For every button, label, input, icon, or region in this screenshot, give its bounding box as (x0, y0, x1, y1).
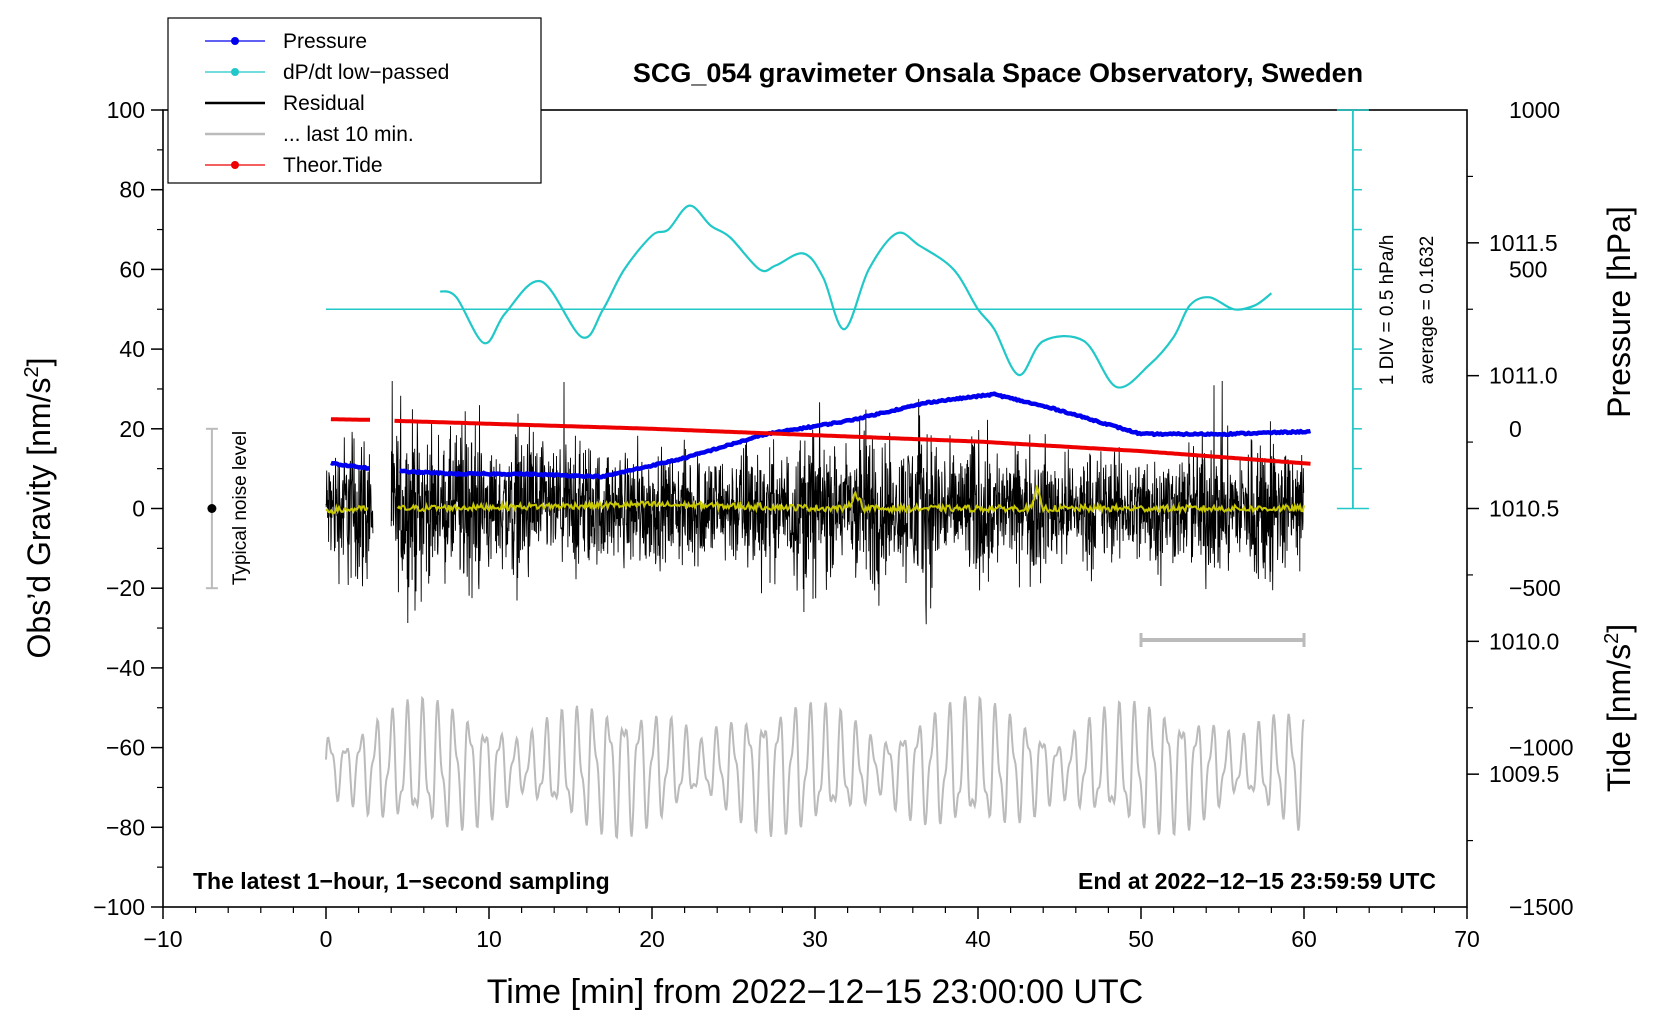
y-axis-label-tide: Tide [nm/s2] (1601, 624, 1637, 792)
residual-smoothed-series (325, 485, 1305, 516)
series-layer (325, 204, 1362, 840)
x-tick-label: 50 (1128, 926, 1154, 952)
x-tick-label: 40 (965, 926, 991, 952)
gravity-tick-label: 60 (119, 256, 145, 282)
x-tick-label: 0 (320, 926, 333, 952)
tide-tick-label: −1000 (1509, 735, 1574, 761)
gravity-tick-label: −80 (106, 814, 145, 840)
gravity-tick-label: 40 (119, 336, 145, 362)
scale-bar-label-average: average = 0.1632 (1417, 236, 1438, 384)
x-tick-label: 10 (476, 926, 502, 952)
legend-label: Residual (283, 92, 365, 115)
pressure-tick-label: 1009.5 (1489, 761, 1559, 787)
legend-box (167, 17, 542, 184)
x-tick-label: 20 (639, 926, 665, 952)
bottom-right-note: End at 2022−12−15 23:59:59 UTC (1078, 868, 1436, 894)
gravity-tick-label: −100 (93, 894, 145, 920)
pressure-tick-label: 1010.5 (1489, 496, 1559, 522)
chart-title: SCG_054 gravimeter Onsala Space Observat… (633, 58, 1363, 88)
tide-tick-label: −500 (1509, 575, 1561, 601)
y-axis-label-gravity-main: Obs’d Gravity [nm/s (21, 378, 57, 659)
axis-layer: −10 0 10 20 30 40 50 60 70−100−80−60−40−20020406… (93, 97, 1573, 952)
tide-tick-label: −1500 (1509, 894, 1574, 920)
y-axis-label-tide-end: ] (1601, 624, 1637, 633)
legend-label: ... last 10 min. (283, 123, 414, 146)
gravity-tick-label: −40 (106, 655, 145, 681)
legend-marker (231, 161, 239, 169)
legend-label: Theor.Tide (283, 154, 383, 177)
scale-bar-label-div: 1 DIV = 0.5 hPa/h (1377, 235, 1398, 386)
noise-level-label: Typical noise level (230, 431, 251, 585)
x-axis-label: Time [min] from 2022−12−15 23:00:00 UTC (487, 973, 1143, 1011)
x-tick-label: 70 (1454, 926, 1480, 952)
pressure-tick-label: 1011.0 (1489, 363, 1558, 389)
pressure-tick-label: 1010.0 (1489, 628, 1559, 654)
gravity-tick-label: 80 (119, 177, 145, 203)
legend-marker (231, 37, 239, 45)
gravity-tick-label: −60 (106, 735, 145, 761)
gravity-tick-label: 100 (107, 97, 145, 123)
dpdt-series (439, 204, 1273, 389)
y-axis-label-pressure: Pressure [hPa] (1601, 206, 1637, 418)
legend: Pressure dP/dt low−passed Residual ... last… (167, 17, 542, 184)
y-axis-label-gravity-sup: 2 (21, 366, 43, 377)
pressure-tick-label: 1011.5 (1489, 230, 1558, 256)
last-10-min-series (325, 695, 1305, 840)
x-tick-label: −10 (143, 926, 182, 952)
gravity-tick-label: 20 (119, 416, 145, 442)
gravity-tick-label: 0 (132, 496, 145, 522)
y-axis-label-tide-sup: 2 (1601, 633, 1623, 644)
tide-tick-label: 1000 (1509, 97, 1560, 123)
pressure-series (330, 391, 1312, 480)
gravity-tick-label: −20 (106, 575, 145, 601)
bottom-left-note: The latest 1−hour, 1−second sampling (193, 868, 610, 894)
tide-series (330, 417, 1311, 466)
x-tick-label: 30 (802, 926, 828, 952)
legend-label: Pressure (283, 30, 367, 53)
y-axis-label-gravity-end: ] (21, 358, 57, 367)
noise-bar-dot (207, 504, 217, 513)
annotation-layer (205, 109, 1369, 648)
y-axis-label-gravity: Obs’d Gravity [nm/s2] (21, 358, 57, 659)
y-axis-label-tide-main: Tide [nm/s (1601, 644, 1637, 792)
x-tick-label: 60 (1291, 926, 1317, 952)
tide-tick-label: 0 (1509, 416, 1522, 442)
tide-tick-label: 500 (1509, 256, 1547, 282)
legend-label: dP/dt low−passed (283, 61, 449, 84)
legend-marker (231, 68, 239, 76)
